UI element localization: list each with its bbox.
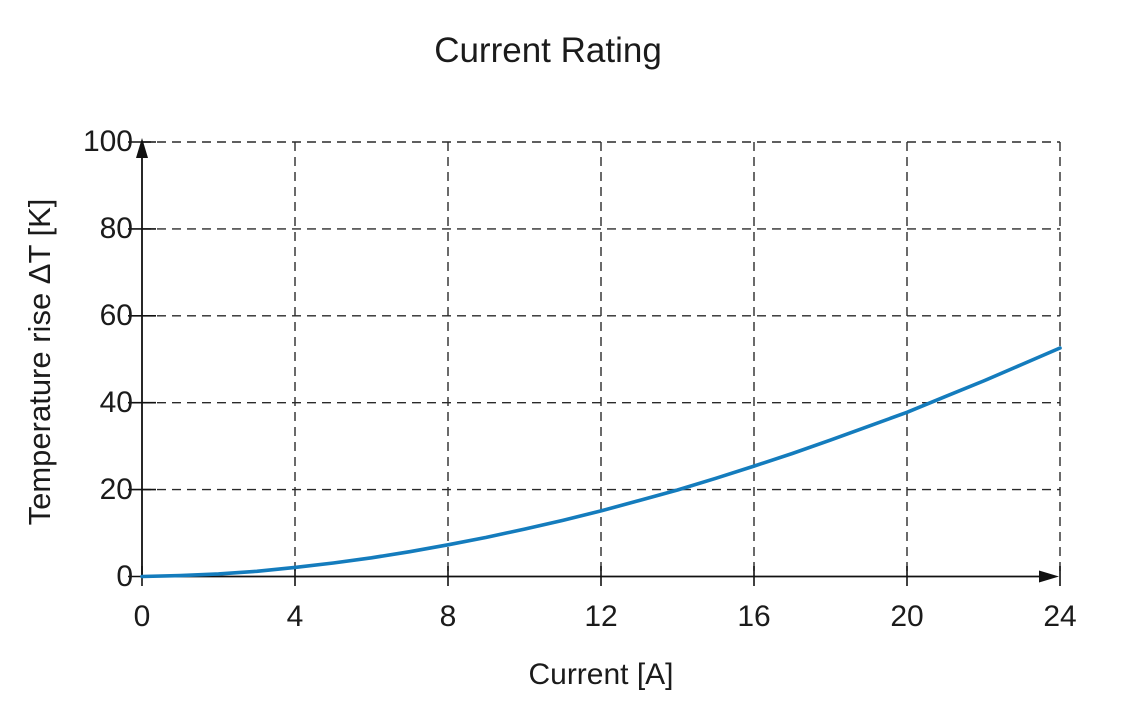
y-tick-label: 20 [99, 472, 133, 506]
y-tick-label: 0 [116, 559, 133, 593]
y-tick-label: 60 [99, 298, 133, 332]
x-tick-label: 0 [133, 600, 151, 633]
chart-title: Current Rating [434, 31, 662, 70]
x-axis-label: Current [A] [528, 658, 674, 691]
x-tick-label: 16 [737, 600, 771, 633]
x-tick-label: 12 [584, 600, 618, 633]
y-tick-label: 40 [99, 385, 133, 419]
x-tick-label: 24 [1043, 600, 1077, 633]
x-tick-label: 8 [439, 600, 457, 633]
temperature-rise-curve [140, 346, 1062, 579]
x-tick-label: 4 [286, 600, 304, 633]
y-tick-label: 80 [99, 211, 133, 245]
x-tick-label: 20 [890, 600, 924, 633]
y-axis-arrowhead-icon [136, 138, 148, 158]
y-tick-label: 100 [82, 125, 133, 158]
x-axis-arrowhead-icon [1039, 570, 1059, 583]
